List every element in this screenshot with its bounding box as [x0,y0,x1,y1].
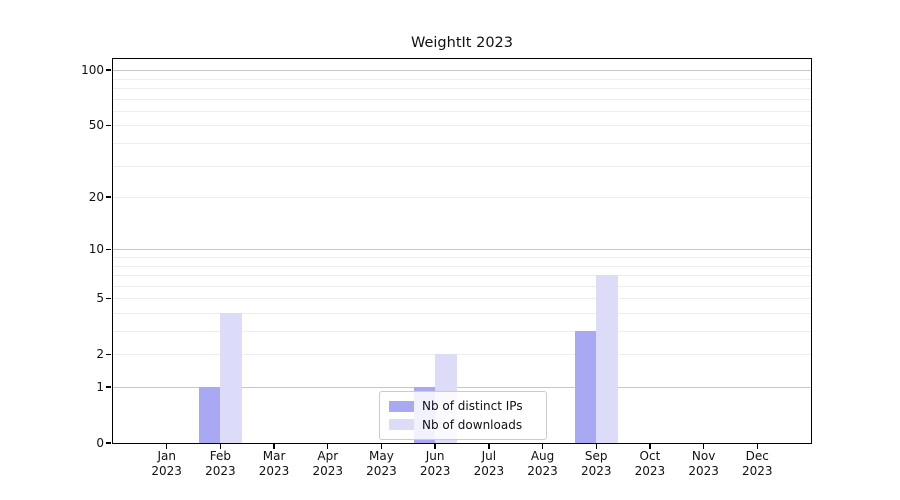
x-tick-year: 2023 [258,464,290,478]
minor-gridline [113,88,811,89]
legend-row-downloads: Nb of downloads [389,418,537,432]
x-tick-mark [702,444,705,449]
y-tick-label: 10 [88,242,104,257]
x-tick-month: Feb [209,449,231,463]
bar-feb-downloads [220,313,242,443]
legend-label-downloads: Nb of downloads [422,417,523,432]
y-tick-label: 20 [88,190,104,205]
chart-title: WeightIt 2023 [411,35,513,51]
x-tick-mark [273,444,275,449]
y-tick-label: 100 [81,63,104,78]
x-tick-label: Dec 2023 [727,449,787,479]
minor-gridline [113,165,811,167]
x-tick-month: Jun [425,449,445,463]
x-tick-label: Apr 2023 [298,449,358,479]
x-tick-month: Aug [530,449,555,463]
x-tick-month: Jul [481,449,497,463]
x-tick-year: 2023 [473,464,505,478]
minor-gridline [113,312,811,314]
y-tick-mark [106,196,111,198]
x-tick-year: 2023 [312,464,344,478]
x-tick-year: 2023 [742,464,773,478]
y-tick-mark [106,353,111,355]
x-tick-label: Mar 2023 [244,449,304,479]
x-tick-mark [488,444,490,449]
x-tick-month: Dec [745,449,769,463]
minor-gridline [113,197,811,199]
minor-gridline [113,98,811,100]
minor-gridline [113,298,811,300]
y-tick-mark [106,442,111,444]
y-tick-label: 50 [88,118,104,133]
major-gridline [113,387,811,388]
minor-gridline [113,143,811,144]
x-tick-mark [219,444,222,449]
y-tick-label: 5 [96,291,104,306]
chart-legend: Nb of distinct IPs Nb of downloads [379,391,547,440]
minor-gridline [113,275,811,277]
minor-gridline [113,331,811,332]
x-tick-mark [756,444,758,449]
minor-gridline [113,110,811,112]
minor-gridline [113,354,811,356]
legend-label-distinct-ips: Nb of distinct IPs [422,399,523,414]
y-tick-mark [106,386,111,388]
x-tick-label: Jun 2023 [405,449,465,479]
x-tick-year: 2023 [366,464,397,478]
x-tick-mark [434,444,436,449]
x-tick-label: Oct 2023 [620,449,680,479]
legend-swatch-downloads [389,419,414,431]
legend-row-distinct-ips: Nb of distinct IPs [389,399,537,413]
x-tick-year: 2023 [688,464,719,478]
x-tick-month: Jan [157,449,176,463]
x-tick-label: Nov 2023 [674,449,734,479]
bar-sep-distinct-ips [574,331,597,443]
x-tick-label: Jan 2023 [137,449,197,479]
minor-gridline [113,78,811,80]
plot-area: Nb of distinct IPs Nb of downloads [112,58,812,444]
bar-sep-downloads [596,275,618,443]
x-tick-mark [380,444,383,449]
x-tick-mark [541,444,544,449]
minor-gridline [113,125,811,127]
major-gridline [113,249,811,251]
y-tick-mark [106,297,111,299]
x-tick-month: Mar [262,449,286,463]
minor-gridline [113,265,811,267]
x-tick-year: 2023 [634,464,666,478]
x-tick-label: May 2023 [351,449,411,479]
x-tick-year: 2023 [151,464,182,478]
x-tick-month: Sep [584,449,608,463]
y-tick-label: 0 [96,436,104,450]
x-tick-month: Apr [317,449,339,463]
x-tick-mark [165,444,168,449]
x-tick-year: 2023 [419,464,451,478]
y-tick-mark [106,248,111,250]
x-tick-year: 2023 [527,464,558,478]
x-tick-mark [327,444,329,449]
x-tick-label: Aug 2023 [513,449,573,479]
y-tick-mark [106,69,111,71]
bar-feb-distinct-ips [198,387,221,443]
legend-swatch-distinct-ips [389,400,414,412]
major-gridline [113,70,811,72]
x-tick-month: Oct [639,449,661,463]
x-tick-month: May [369,449,394,463]
x-tick-year: 2023 [580,464,612,478]
x-tick-label: Sep 2023 [566,449,626,479]
x-tick-mark [649,444,651,449]
minor-gridline [113,285,811,287]
y-tick-mark [106,124,111,127]
y-tick-label: 1 [96,380,104,394]
x-tick-month: Nov [691,449,716,463]
x-tick-mark [595,444,597,449]
x-tick-label: Jul 2023 [459,449,519,479]
minor-gridline [113,256,811,258]
x-tick-year: 2023 [205,464,236,478]
x-tick-label: Feb 2023 [190,449,250,479]
y-tick-label: 2 [96,347,104,362]
